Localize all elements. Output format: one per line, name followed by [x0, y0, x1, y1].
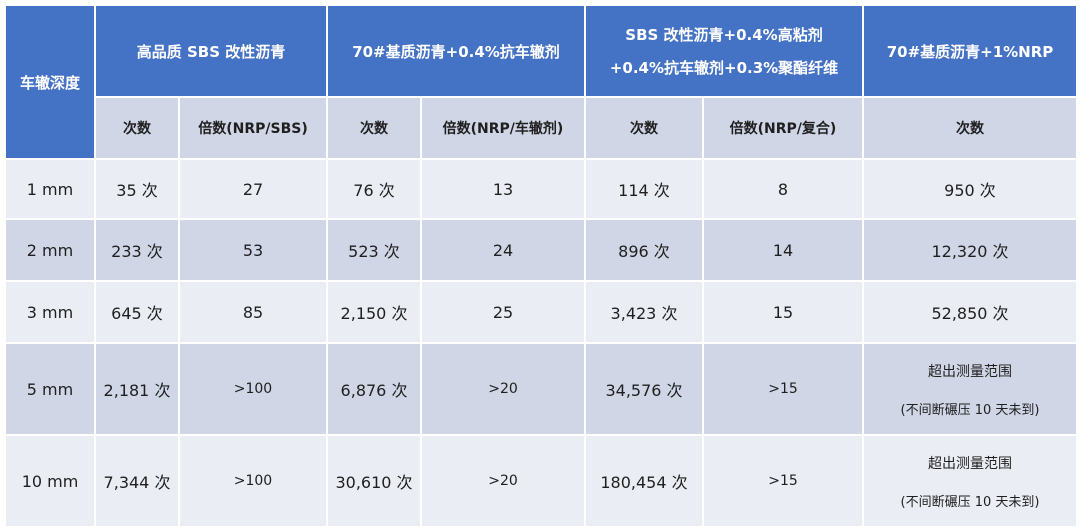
ratio-cell: >15 — [702, 434, 864, 528]
depth-cell: 1 mm — [4, 158, 96, 220]
count-cell: 52,850 次 — [862, 280, 1078, 344]
rutting-test-table: 车辙深度 高品质 SBS 改性沥青 70#基质沥青+0.4%抗车辙剂 SBS 改… — [4, 4, 1078, 528]
subheader-count: 次数 — [94, 96, 180, 160]
group-header-70-antirut: 70#基质沥青+0.4%抗车辙剂 — [326, 4, 586, 98]
ratio-cell: 14 — [702, 218, 864, 282]
ratio-cell: 24 — [420, 218, 586, 282]
ratio-cell: >20 — [420, 342, 586, 436]
subheader-ratio: 倍数(NRP/复合) — [702, 96, 864, 160]
ratio-cell: 15 — [702, 280, 864, 344]
subheader-count: 次数 — [326, 96, 422, 160]
count-cell: 30,610 次 — [326, 434, 422, 528]
count-cell: 950 次 — [862, 158, 1078, 220]
count-cell: 233 次 — [94, 218, 180, 282]
count-cell: 896 次 — [584, 218, 704, 282]
depth-cell: 2 mm — [4, 218, 96, 282]
subheader-count: 次数 — [862, 96, 1078, 160]
ratio-cell: >15 — [702, 342, 864, 436]
count-cell: 2,181 次 — [94, 342, 180, 436]
table-row: 3 mm 645 次 85 2,150 次 25 3,423 次 15 52,8… — [4, 280, 1078, 344]
ratio-cell: >100 — [178, 434, 328, 528]
depth-cell: 5 mm — [4, 342, 96, 436]
subheader-ratio: 倍数(NRP/车辙剂) — [420, 96, 586, 160]
subheader-ratio: 倍数(NRP/SBS) — [178, 96, 328, 160]
table-container: 车辙深度 高品质 SBS 改性沥青 70#基质沥青+0.4%抗车辙剂 SBS 改… — [4, 4, 1078, 528]
count-cell: 6,876 次 — [326, 342, 422, 436]
ratio-cell: 85 — [178, 280, 328, 344]
count-cell: 114 次 — [584, 158, 704, 220]
ratio-cell: >20 — [420, 434, 586, 528]
count-cell: 35 次 — [94, 158, 180, 220]
count-cell: 645 次 — [94, 280, 180, 344]
out-of-range-text: 超出测量范围 — [928, 363, 1012, 380]
depth-cell: 10 mm — [4, 434, 96, 528]
count-cell: 76 次 — [326, 158, 422, 220]
out-of-range-note: (不间断碾压 10 天未到) — [900, 402, 1040, 418]
table-row: 5 mm 2,181 次 >100 6,876 次 >20 34,576 次 >… — [4, 342, 1078, 436]
count-cell: 34,576 次 — [584, 342, 704, 436]
table-row: 2 mm 233 次 53 523 次 24 896 次 14 12,320 次 — [4, 218, 1078, 282]
group-header-sbs: 高品质 SBS 改性沥青 — [94, 4, 328, 98]
ratio-cell: 25 — [420, 280, 586, 344]
ratio-cell: 27 — [178, 158, 328, 220]
count-cell: 7,344 次 — [94, 434, 180, 528]
table-row: 1 mm 35 次 27 76 次 13 114 次 8 950 次 — [4, 158, 1078, 220]
group-header-line-2: +0.4%抗车辙剂+0.3%聚酯纤维 — [609, 59, 839, 77]
subheader-count: 次数 — [584, 96, 704, 160]
group-header-line: SBS 改性沥青+0.4%高粘剂 — [625, 26, 823, 44]
out-of-range-cell: 超出测量范围 (不间断碾压 10 天未到) — [862, 434, 1078, 528]
group-header-line: 70#基质沥青+1%NRP — [886, 42, 1054, 61]
group-header-line: 高品质 SBS 改性沥青 — [136, 42, 286, 61]
depth-header: 车辙深度 — [4, 4, 96, 160]
count-cell: 180,454 次 — [584, 434, 704, 528]
count-cell: 3,423 次 — [584, 280, 704, 344]
count-cell: 523 次 — [326, 218, 422, 282]
group-header-composite: SBS 改性沥青+0.4%高粘剂 +0.4%抗车辙剂+0.3%聚酯纤维 — [584, 4, 864, 98]
out-of-range-note: (不间断碾压 10 天未到) — [900, 494, 1040, 510]
ratio-cell: 8 — [702, 158, 864, 220]
group-header-line: 70#基质沥青+0.4%抗车辙剂 — [352, 42, 560, 61]
count-cell: 2,150 次 — [326, 280, 422, 344]
out-of-range-cell: 超出测量范围 (不间断碾压 10 天未到) — [862, 342, 1078, 436]
out-of-range-text: 超出测量范围 — [928, 455, 1012, 472]
ratio-cell: 53 — [178, 218, 328, 282]
ratio-cell: 13 — [420, 158, 586, 220]
ratio-cell: >100 — [178, 342, 328, 436]
count-cell: 12,320 次 — [862, 218, 1078, 282]
depth-cell: 3 mm — [4, 280, 96, 344]
table-row: 10 mm 7,344 次 >100 30,610 次 >20 180,454 … — [4, 434, 1078, 528]
group-header-nrp: 70#基质沥青+1%NRP — [862, 4, 1078, 98]
